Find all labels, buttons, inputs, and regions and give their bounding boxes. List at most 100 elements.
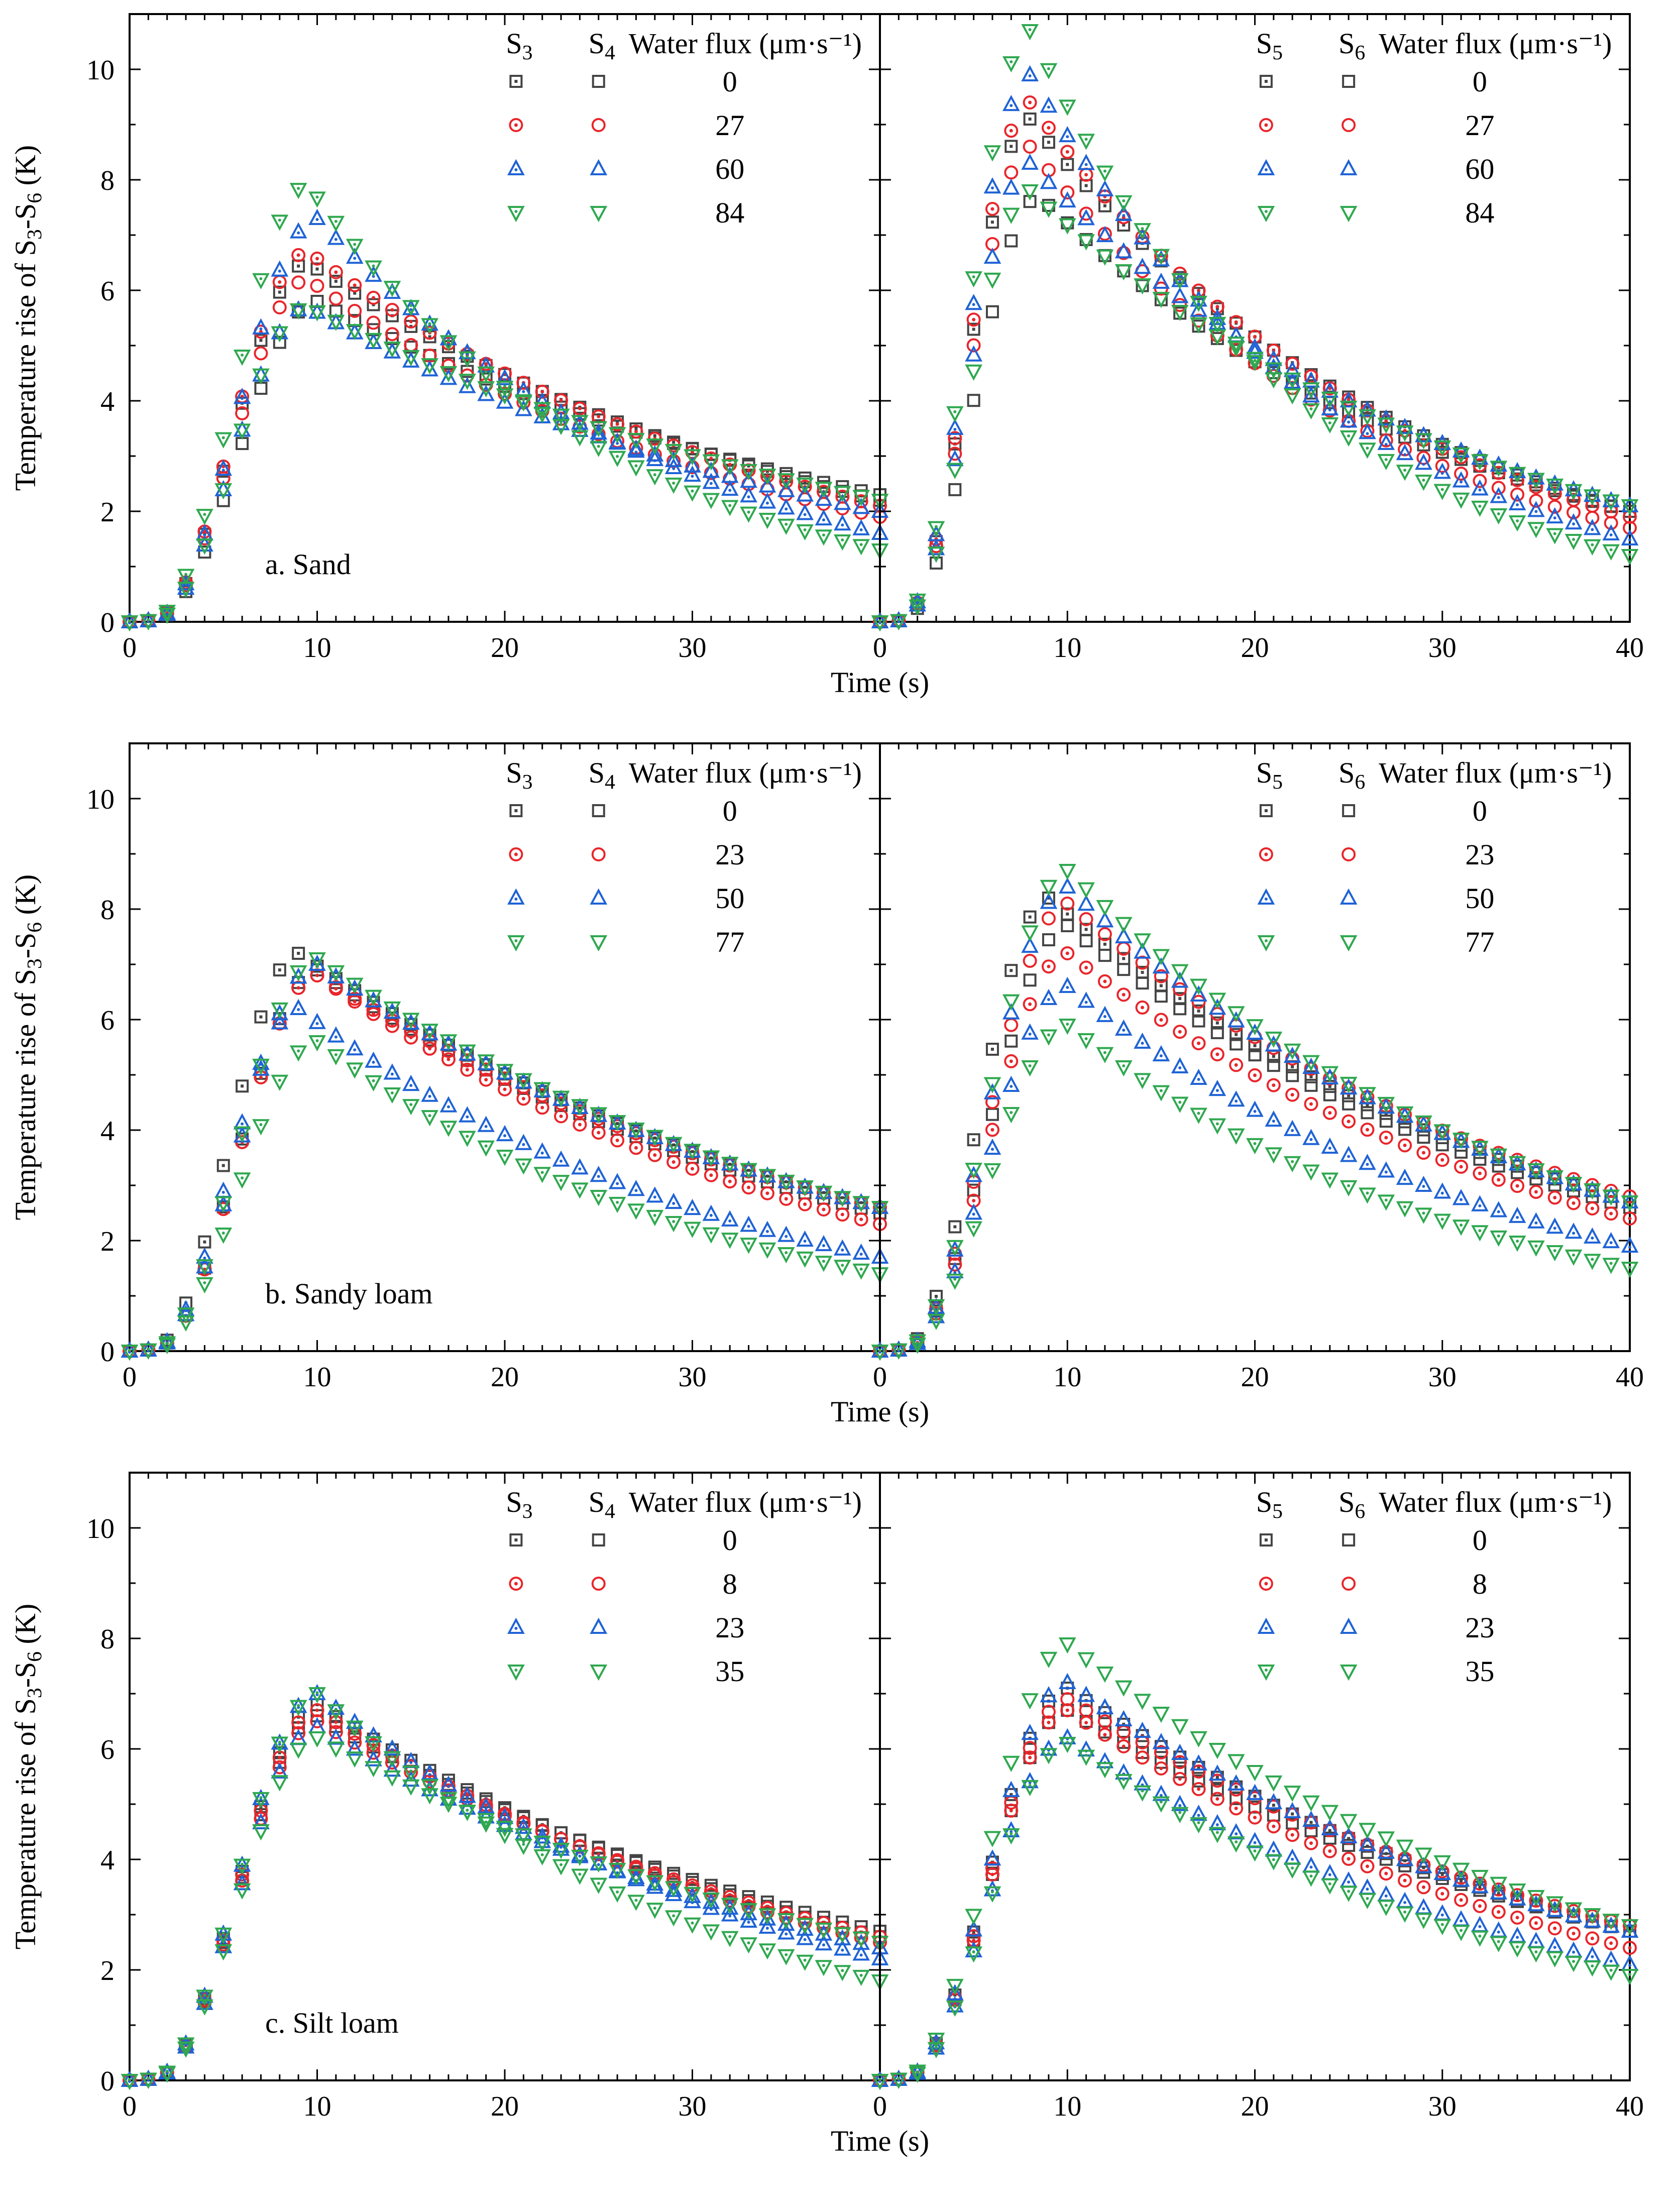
legend-header-sensor-1: S3 (506, 756, 532, 794)
legend-marker-filled (509, 804, 523, 817)
data-point (365, 1075, 382, 1090)
data-point (1097, 974, 1112, 988)
data-point (965, 1163, 982, 1178)
legend: S3 S4 Water flux (μm·s⁻¹) 0 23 50 77 (506, 756, 862, 958)
x-tick-label: 20 (491, 632, 519, 663)
data-point (1434, 1919, 1450, 1934)
y-tick-label: 6 (100, 1005, 115, 1036)
data-point (292, 947, 305, 960)
legend-flux-value: 60 (715, 153, 744, 185)
data-point (1434, 484, 1450, 499)
data-point (1040, 1029, 1057, 1045)
legend-marker-open (590, 935, 607, 950)
data-point (1397, 1906, 1413, 1922)
data-point (1022, 1024, 1038, 1040)
data-point (1397, 1201, 1413, 1216)
data-point (1379, 1131, 1393, 1145)
data-point (572, 1868, 588, 1884)
legend-marker-filled (508, 160, 524, 175)
data-point (984, 1140, 1000, 1155)
x-tick-label: 40 (1616, 1362, 1644, 1393)
x-tick-label: 0 (123, 632, 137, 663)
data-point (965, 295, 982, 310)
data-point (327, 1027, 344, 1043)
data-point (965, 364, 982, 380)
data-point (1472, 1196, 1488, 1211)
data-point (740, 487, 757, 503)
data-point (572, 1182, 588, 1198)
legend-marker-filled (508, 206, 524, 221)
data-point (1434, 1905, 1450, 1921)
data-point (1059, 864, 1076, 879)
legend-marker-filled (509, 75, 523, 88)
data-point (1567, 1926, 1581, 1941)
data-point (1134, 1073, 1151, 1088)
legend-marker-filled (1259, 804, 1273, 817)
data-point (984, 249, 1000, 264)
data-point (1115, 1021, 1132, 1036)
data-point (1190, 1731, 1207, 1746)
data-point (1153, 949, 1169, 964)
data-point (1247, 1101, 1263, 1117)
data-point (1117, 963, 1131, 976)
data-point (1453, 1190, 1470, 1205)
data-point (609, 1196, 626, 1212)
series-S5-flux-23 (872, 1729, 1638, 2087)
data-point (1096, 1762, 1113, 1778)
legend-marker-open (1342, 1533, 1356, 1546)
legend-marker-open (1341, 890, 1357, 905)
legend-flux-value: 8 (723, 1568, 737, 1600)
data-point (1603, 1951, 1619, 1967)
legend-flux-value: 23 (715, 838, 744, 871)
data-point (534, 1143, 550, 1159)
data-point (1397, 465, 1413, 480)
data-point (1023, 997, 1037, 1012)
x-tick-label: 30 (1428, 1362, 1457, 1393)
data-point (1022, 24, 1038, 39)
data-point (797, 1251, 813, 1267)
data-point (572, 1159, 588, 1175)
data-point (1342, 1097, 1356, 1111)
data-point (1342, 1851, 1356, 1866)
data-point (1116, 987, 1131, 1002)
legend-marker-open (1342, 118, 1356, 132)
data-point (1284, 1862, 1301, 1878)
series-S6-flux-0 (873, 195, 1636, 628)
legend-marker-filled (509, 1533, 523, 1546)
legend-header-sensor-1: S3 (506, 1486, 532, 1523)
data-point (1321, 1138, 1338, 1154)
legend-marker-open (590, 206, 607, 221)
data-point (1453, 1911, 1470, 1927)
data-point (1096, 900, 1113, 915)
data-point (347, 239, 363, 254)
data-point (1321, 1172, 1338, 1188)
series-S5-flux-27 (873, 95, 1637, 629)
data-point (609, 1886, 626, 1902)
data-point (759, 513, 775, 528)
data-point (1490, 1230, 1507, 1246)
y-axis-title: Temperature rise of S3-S6 (K) (9, 874, 46, 1220)
data-point (1154, 1013, 1168, 1027)
data-point (740, 1238, 757, 1253)
data-point (1284, 1849, 1301, 1865)
y-tick-label: 2 (100, 1226, 115, 1257)
legend-header-sensor-1: S5 (1256, 1486, 1283, 1523)
series-S4-flux-27 (123, 275, 887, 629)
x-tick-label: 30 (1428, 632, 1457, 663)
data-point (1416, 1880, 1431, 1895)
data-point (1435, 1153, 1449, 1167)
data-point (1528, 1213, 1544, 1229)
x-tick-label: 10 (303, 1362, 331, 1393)
data-point (948, 483, 962, 496)
data-point (1266, 1819, 1281, 1834)
data-point (815, 1960, 832, 1975)
data-point (234, 350, 251, 365)
data-point (628, 1181, 644, 1196)
data-point (1398, 1123, 1412, 1136)
data-point (1303, 1795, 1319, 1811)
legend-flux-value: 77 (715, 926, 744, 958)
legend-flux-value: 0 (723, 795, 737, 827)
data-point (1303, 1130, 1319, 1145)
legend-marker-filled (1258, 1619, 1274, 1634)
legend-flux-value: 77 (1465, 926, 1494, 958)
